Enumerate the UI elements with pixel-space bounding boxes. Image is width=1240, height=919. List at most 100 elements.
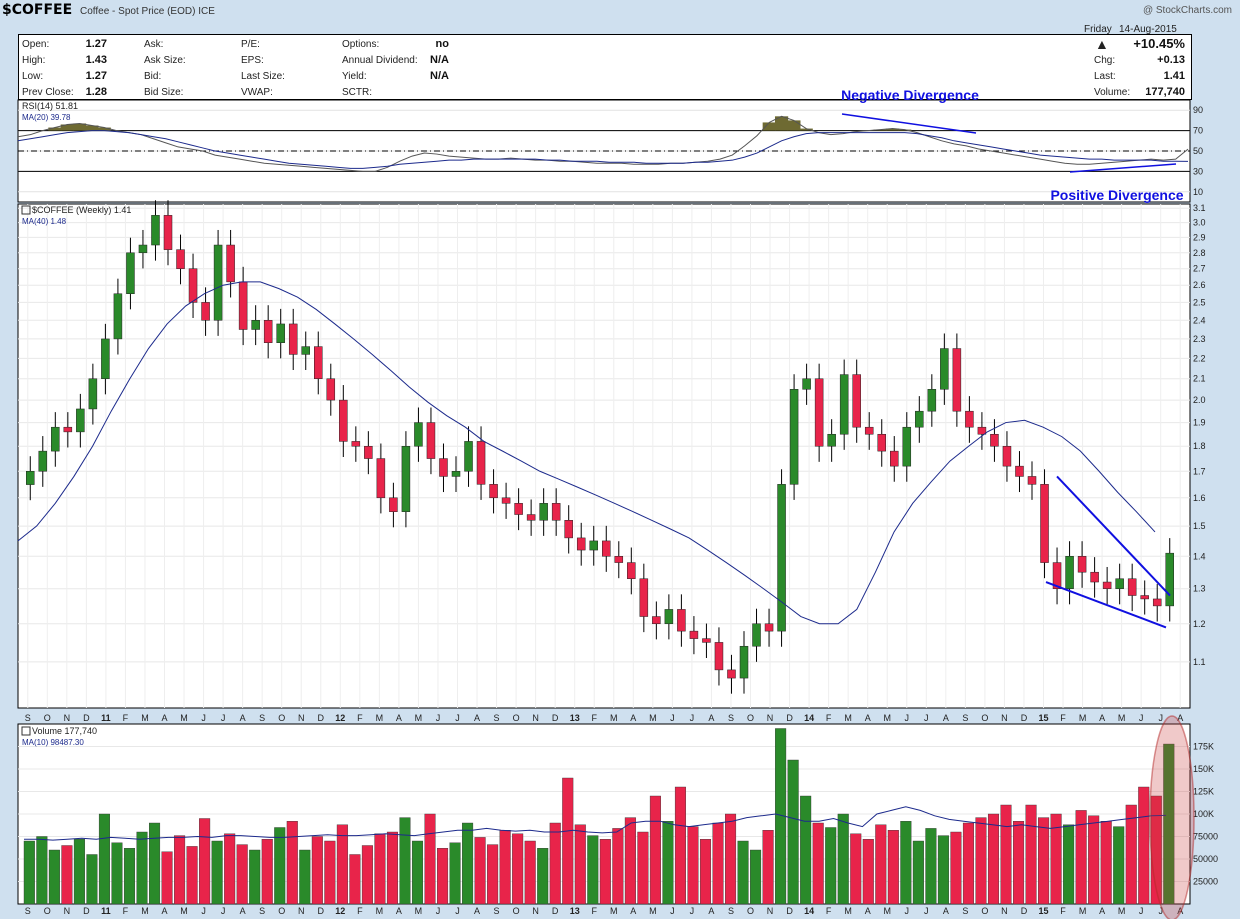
volume-x-tick-label: F xyxy=(591,906,597,916)
price-y-tick-label: 1.5 xyxy=(1193,521,1206,531)
price-y-tick-label: 1.7 xyxy=(1193,466,1206,476)
candle-down xyxy=(990,433,999,447)
volume-bar xyxy=(336,824,348,905)
price-y-tick-label: 2.3 xyxy=(1193,334,1206,344)
x-tick-label: S xyxy=(962,713,968,723)
last-size-label: Last Size: xyxy=(241,71,285,82)
volume-bar xyxy=(1163,743,1175,905)
candle-down xyxy=(677,609,686,632)
volume-x-tick-label: N xyxy=(1001,906,1008,916)
volume-bar xyxy=(1100,821,1112,905)
candle-down xyxy=(965,410,974,428)
chg-value: +0.13 xyxy=(1157,54,1185,66)
volume-bar xyxy=(737,840,749,905)
volume-x-tick-label: D xyxy=(1021,906,1028,916)
volume-x-tick-label: M xyxy=(1079,906,1087,916)
volume-label: Volume: xyxy=(1094,87,1131,98)
x-tick-label: F xyxy=(357,713,363,723)
candle-up xyxy=(777,484,786,632)
candle-down xyxy=(602,540,611,557)
candle-down xyxy=(877,433,886,452)
candle-down xyxy=(727,669,736,679)
volume-bar xyxy=(825,827,837,905)
x-tick-label: J xyxy=(670,713,675,723)
candle-up xyxy=(88,378,98,410)
volume-x-tick-label: D xyxy=(786,906,793,916)
x-tick-label: M xyxy=(1079,713,1087,723)
candle-down xyxy=(426,422,436,459)
volume-y-tick-label: 150K xyxy=(1193,764,1214,774)
volume-x-tick-label: J xyxy=(201,906,206,916)
x-tick-label: N xyxy=(1001,713,1008,723)
volume-bar xyxy=(324,840,336,905)
volume-bar xyxy=(950,831,962,905)
candle-up xyxy=(1065,556,1074,589)
candle-down xyxy=(501,497,511,504)
volume-x-tick-label: D xyxy=(83,906,90,916)
candle-down xyxy=(714,642,724,671)
x-tick-label: S xyxy=(494,713,500,723)
candle-down xyxy=(1015,465,1024,477)
candle-up xyxy=(276,323,285,343)
candle-down xyxy=(1077,556,1087,573)
open-label: Open: xyxy=(22,39,50,50)
options-label: Options: xyxy=(342,39,380,50)
candle-down xyxy=(201,302,210,321)
x-tick-label: M xyxy=(844,713,852,723)
volume-x-tick-label: 13 xyxy=(570,906,580,916)
symbol-name: Coffee - Spot Price (EOD) xyxy=(80,6,196,17)
candle-down xyxy=(1052,562,1062,589)
volume-x-tick-label: 15 xyxy=(1038,906,1048,916)
x-tick-label: S xyxy=(728,713,734,723)
x-tick-label: 12 xyxy=(335,713,345,723)
x-tick-label: M xyxy=(180,713,188,723)
annual-dividend-label: Annual Dividend: xyxy=(342,55,418,66)
exchange-label: ICE xyxy=(198,6,215,17)
x-tick-label: A xyxy=(161,713,167,723)
x-tick-label: 13 xyxy=(570,713,580,723)
candle-up xyxy=(151,215,160,246)
volume-bar xyxy=(649,795,661,905)
legend-checkbox-icon xyxy=(21,205,31,215)
volume-x-tick-label: A xyxy=(865,906,871,916)
volume-bar xyxy=(887,830,899,905)
x-tick-label: N xyxy=(298,713,305,723)
price-y-tick-label: 2.6 xyxy=(1193,280,1206,290)
volume-x-tick-label: D xyxy=(552,906,559,916)
x-tick-label: J xyxy=(1158,713,1163,723)
price-y-tick-label: 1.4 xyxy=(1193,551,1206,561)
volume-bar xyxy=(699,839,712,905)
volume-bar xyxy=(1050,813,1062,905)
x-tick-label: A xyxy=(708,713,714,723)
volume-x-tick-label: S xyxy=(728,906,734,916)
symbol-description: Coffee - Spot Price (EOD) ICE xyxy=(80,6,215,17)
volume-bar xyxy=(311,836,323,905)
candle-up xyxy=(251,320,260,330)
x-tick-label: A xyxy=(240,713,246,723)
candle-down xyxy=(314,346,323,379)
percent-change: +10.45% xyxy=(1133,36,1185,51)
volume-x-tick-label: A xyxy=(1177,906,1183,916)
volume-x-tick-label: N xyxy=(767,906,774,916)
volume-bar xyxy=(1075,810,1087,905)
price-y-tick-label: 1.3 xyxy=(1193,584,1206,594)
candle-down xyxy=(364,445,373,459)
last-value: 1.41 xyxy=(1163,70,1185,82)
volume-bar xyxy=(1013,821,1025,905)
volume-bar xyxy=(612,828,624,905)
volume-bar xyxy=(236,844,248,905)
options-value: no xyxy=(435,38,449,50)
volume-bar xyxy=(962,822,974,905)
volume-legend-checkbox-icon xyxy=(21,726,31,736)
price-y-tick-label: 1.2 xyxy=(1193,619,1206,629)
candle-down xyxy=(864,426,874,435)
volume-bar xyxy=(274,827,286,905)
volume-x-tick-label: F xyxy=(1060,906,1066,916)
x-tick-label: 14 xyxy=(804,713,814,723)
candle-down xyxy=(852,374,861,428)
volume-bar xyxy=(86,854,98,905)
volume-bar xyxy=(123,848,136,905)
x-tick-label: A xyxy=(943,713,949,723)
volume-bar xyxy=(562,777,574,905)
